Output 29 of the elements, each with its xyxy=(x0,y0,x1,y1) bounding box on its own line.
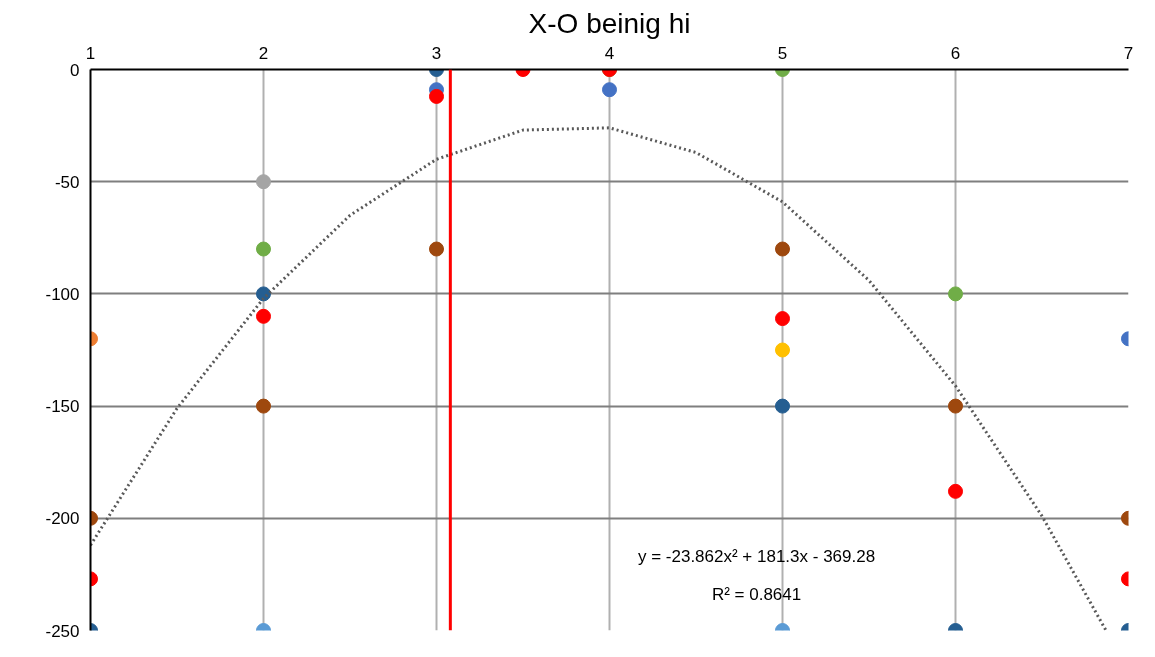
line-series xyxy=(90,126,1108,631)
x-tick-label: 4 xyxy=(604,43,615,63)
point xyxy=(256,398,271,414)
chart-title: X-O beinig hi xyxy=(528,7,691,39)
point xyxy=(775,311,790,327)
point xyxy=(256,174,271,190)
x-tick-label: 7 xyxy=(1123,43,1134,63)
x-tick-label: 5 xyxy=(777,43,788,63)
annotation: y = -23.862x² + 181.3x - 369.28 xyxy=(637,546,876,566)
x-tick-label: 6 xyxy=(950,43,961,63)
annotation: R² = 0.8641 xyxy=(711,585,802,605)
x-tick-label: 2 xyxy=(258,43,269,63)
y-tick-label: 0 xyxy=(70,60,80,80)
point xyxy=(948,286,963,302)
point xyxy=(256,308,271,324)
point xyxy=(429,241,444,257)
x-tick-label: 3 xyxy=(431,43,442,63)
point xyxy=(948,398,963,414)
point xyxy=(775,342,790,358)
point xyxy=(775,241,790,257)
point xyxy=(948,483,963,499)
point xyxy=(775,398,790,414)
x-tick-label: 1 xyxy=(85,43,96,63)
y-tick-label: -250 xyxy=(45,621,80,641)
y-tick-label: -200 xyxy=(45,509,80,529)
y-tick-label: -150 xyxy=(45,397,80,417)
y-tick-label: -50 xyxy=(54,172,80,192)
point xyxy=(256,241,271,257)
y-tick-label: -100 xyxy=(45,284,80,304)
